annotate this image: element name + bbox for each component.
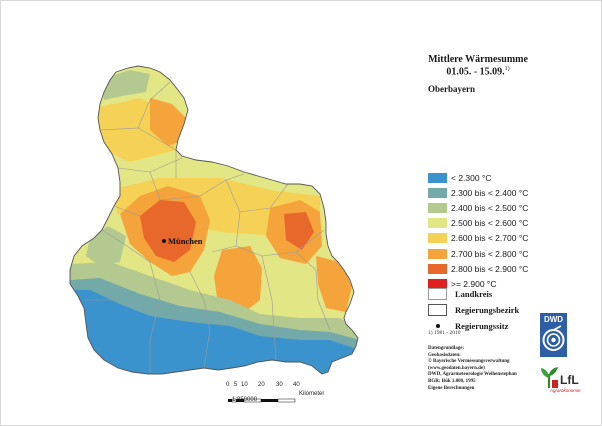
sources-line: © Bayerische Vermessungsverwaltung xyxy=(428,359,510,365)
legend-swatch xyxy=(428,248,447,259)
map-period-text: 01.05. - 15.09. xyxy=(446,66,505,78)
legend-swatch xyxy=(428,218,447,229)
scale-ticks: 0 5 10 20 30 40 xyxy=(226,382,302,391)
sources-line: DWD, Agrarmeteorologie Weihenstephan xyxy=(428,372,517,378)
regierungssitz-dot-icon xyxy=(435,324,440,328)
scale-tick: 30 xyxy=(276,382,283,388)
zone-north-orange xyxy=(150,98,186,146)
regierungssitz-label: Regierungssitz xyxy=(455,321,509,331)
map-period-footnote-ref: 1) xyxy=(504,66,510,72)
scale-bar-graphic xyxy=(228,398,296,403)
legend-item: 2.700 bis < 2.800 °C xyxy=(428,246,528,261)
legend-regierungssitz: Regierungssitz xyxy=(428,318,519,334)
legend-swatch xyxy=(428,278,447,289)
data-sources: Datengrundlage: Geobasisdaten: © Bayeris… xyxy=(428,346,517,392)
legend-swatch xyxy=(428,263,447,274)
footnote: 1) 1981 - 2010 xyxy=(428,330,461,336)
sources-line: BGR: Bük 1.000, 1995 xyxy=(428,378,476,384)
scale-tick: 0 xyxy=(226,382,230,388)
zone-east-hot xyxy=(284,212,314,250)
legend-item: 2.600 bis < 2.700 °C xyxy=(428,231,528,246)
sources-heading: Datengrundlage: xyxy=(428,346,465,351)
zone-salzach-orange xyxy=(316,256,352,312)
lfl-logo: LfL Agrarökonomie xyxy=(536,366,592,396)
legend-swatch xyxy=(428,172,447,183)
legend-label: 2.700 bis < 2.800 °C xyxy=(451,248,529,259)
legend-swatch xyxy=(428,202,447,213)
legend-label: 2.500 bis < 2.600 °C xyxy=(451,218,529,229)
regierungsbezirk-boundary xyxy=(69,65,359,375)
legend-item: 2.400 bis < 2.500 °C xyxy=(428,200,528,215)
legend-swatch xyxy=(428,233,447,244)
scale-tick: 20 xyxy=(258,382,265,388)
lfl-logo-subtitle: Agrarökonomie xyxy=(550,388,581,393)
landkreis-label: Landkreis xyxy=(455,289,493,299)
legend-item: < 2.300 °C xyxy=(428,170,528,185)
legend-landkreis: Landkreis xyxy=(428,286,519,302)
dwd-logo-text: DWD xyxy=(543,315,564,324)
map-period: 01.05. - 15.09.1) xyxy=(408,66,548,77)
lfl-plant-icon xyxy=(541,367,558,388)
legend-label: 2.300 bis < 2.400 °C xyxy=(451,187,529,198)
zone-north-green xyxy=(100,70,150,100)
landkreis-swatch xyxy=(428,288,447,300)
scale-ratio: 1:850000 xyxy=(232,397,258,403)
legend-item: 2.300 bis < 2.400 °C xyxy=(428,185,528,200)
map-title: Mittlere Wärmesumme xyxy=(428,54,528,65)
regierungsbezirk-swatch xyxy=(428,304,447,316)
lfl-logo-text: LfL xyxy=(560,373,579,387)
scale-tick: 10 xyxy=(241,382,248,388)
legend-label: >= 2.900 °C xyxy=(451,278,497,289)
legend-label: 2.600 bis < 2.700 °C xyxy=(451,233,529,244)
scale-unit: Kilometer xyxy=(299,391,325,397)
legend-item: 2.800 bis < 2.900 °C xyxy=(428,261,528,276)
sources-line: (www.geodaten.bayern.de) xyxy=(428,365,485,371)
sources-line: Geobasisdaten: xyxy=(428,352,461,358)
scale-bar: 0 5 10 20 30 40 Kilometer xyxy=(226,382,324,409)
legend-label: 2.800 bis < 2.900 °C xyxy=(451,263,529,274)
munich-marker xyxy=(162,239,166,243)
landkreis-boundaries xyxy=(84,81,331,374)
legend-item: >= 2.900 °C xyxy=(428,276,528,291)
region-name: Oberbayern xyxy=(428,84,475,94)
legend-label: < 2.300 °C xyxy=(451,172,492,183)
legend-item: 2.500 bis < 2.600 °C xyxy=(428,216,528,231)
legend-regierungsbezirk: Regierungsbezirk xyxy=(428,302,519,318)
regierungsbezirk-label: Regierungsbezirk xyxy=(455,305,520,315)
dwd-logo: DWD xyxy=(540,313,567,357)
temperature-legend: < 2.300 °C 2.300 bis < 2.400 °C 2.400 bi… xyxy=(428,170,528,292)
zone-alps-blue xyxy=(70,290,358,374)
dwd-swirl-icon xyxy=(542,325,565,351)
scale-tick: 5 xyxy=(234,382,238,388)
munich-label: München xyxy=(168,236,203,246)
boundary-legend: Landkreis Regierungsbezirk Regierungssit… xyxy=(428,286,519,334)
legend-label: 2.400 bis < 2.500 °C xyxy=(451,202,529,213)
zone-chiemsee-orange xyxy=(214,246,262,316)
legend-swatch xyxy=(428,187,447,198)
sources-line: Eigene Berechnungen xyxy=(428,385,475,391)
zone-munich-hot xyxy=(140,200,196,262)
scale-tick: 40 xyxy=(293,382,300,388)
